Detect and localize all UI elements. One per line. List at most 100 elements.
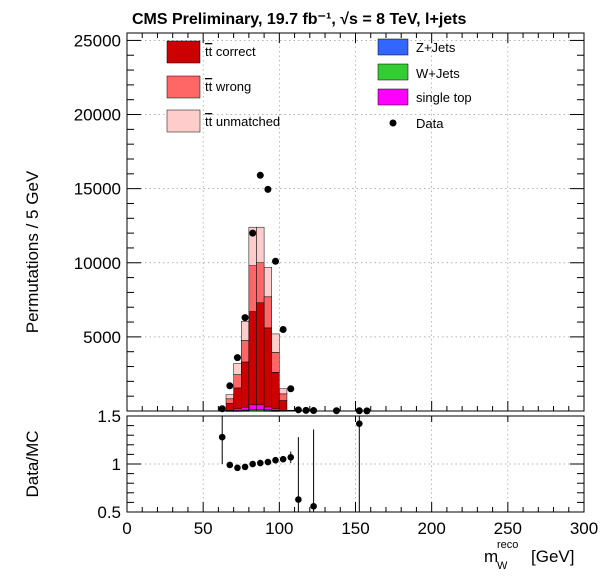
legend-marker-data <box>389 119 397 127</box>
histogram-bar <box>263 296 272 329</box>
histogram-bar <box>233 408 242 411</box>
x-tick-label: 100 <box>265 519 293 538</box>
histogram-bar <box>233 387 242 412</box>
ratio-point <box>264 458 272 466</box>
histogram-bar <box>248 311 257 412</box>
data-point <box>233 354 241 362</box>
histogram-bar <box>241 361 250 412</box>
histogram-bar <box>248 410 257 412</box>
histogram-bar <box>286 410 295 412</box>
legend-label-zjets: Z+Jets <box>416 40 456 55</box>
x-tick-label: 250 <box>494 519 522 538</box>
x-tick-label: 150 <box>341 519 369 538</box>
histogram-bar <box>225 403 234 412</box>
histogram-bar <box>241 410 250 412</box>
legend-swatch-tt-wrong <box>166 75 201 99</box>
ratio-y-axis-label: Data/MC <box>23 430 42 497</box>
histogram-bar <box>279 393 288 401</box>
ratio-point <box>234 464 241 472</box>
data-point <box>294 406 302 414</box>
histogram-bar <box>248 265 257 312</box>
histogram-bar <box>271 352 280 373</box>
y-tick-label: 20000 <box>74 106 121 125</box>
legend-swatch-single-top <box>377 88 409 106</box>
legend-label-data: Data <box>416 116 444 131</box>
chart-title: CMS Preliminary, 19.7 fb⁻¹, √s = 8 TeV, … <box>132 11 467 28</box>
histogram-bar <box>225 394 234 400</box>
ratio-point <box>218 433 226 441</box>
data-point <box>355 407 363 415</box>
histogram-bar <box>248 404 257 410</box>
histogram-bar <box>279 400 288 412</box>
svg-text:m: m <box>484 547 498 566</box>
x-axis-label: m reco W [GeV] <box>484 539 574 572</box>
ratio-tick-label: 1.5 <box>97 407 121 426</box>
ratio-point <box>295 496 302 503</box>
data-point <box>310 407 318 415</box>
data-point <box>256 171 264 179</box>
stacked-histogram <box>225 226 295 412</box>
x-tick-label: 200 <box>417 519 445 538</box>
ratio-point <box>356 420 363 427</box>
legend-label-tt-unmatched: tt unmatched <box>205 114 280 129</box>
histogram-bar <box>271 333 280 353</box>
histogram-bar <box>256 302 265 412</box>
ratio-point <box>272 456 279 464</box>
svg-text:reco: reco <box>497 539 518 551</box>
histogram-bar <box>263 410 272 412</box>
legend-swatch-tt-unmatched <box>166 109 201 133</box>
histogram-bar <box>263 327 272 412</box>
histogram-bar <box>256 404 265 410</box>
data-point <box>264 185 272 193</box>
y-axis-label: Permutations / 5 GeV <box>23 170 42 333</box>
ratio-point <box>279 455 287 463</box>
data-point <box>241 314 249 322</box>
svg-text:[GeV]: [GeV] <box>531 547 574 566</box>
data-point <box>363 407 371 415</box>
legend-label-wjets: W+Jets <box>416 66 460 81</box>
histogram-bar <box>256 226 265 264</box>
ratio-point <box>287 453 295 461</box>
data-points <box>218 171 371 415</box>
legend-label-tt-correct: tt correct <box>205 44 256 59</box>
y-tick-label: 25000 <box>74 31 121 50</box>
x-tick-label: 0 <box>122 519 131 538</box>
histogram-bar <box>263 406 272 411</box>
ratio-point <box>249 460 256 468</box>
histogram-bar <box>256 262 265 304</box>
y-tick-label: 10000 <box>74 254 121 273</box>
ratio-points <box>218 416 363 512</box>
histogram-bar <box>271 410 280 412</box>
ratio-point <box>310 502 317 510</box>
legend-swatch-tt-correct <box>166 40 201 64</box>
data-point <box>279 325 287 333</box>
histogram-bar <box>256 410 265 412</box>
ratio-point <box>226 461 234 469</box>
histogram-bar <box>279 410 288 412</box>
data-point <box>249 229 257 237</box>
histogram-bar <box>271 372 280 412</box>
data-point <box>226 382 234 390</box>
ratio-tick-label: 1 <box>112 455 121 474</box>
legend-swatch-wjets <box>377 63 409 81</box>
histogram-bar <box>263 266 272 298</box>
legend-swatch-zjets <box>377 38 409 56</box>
data-point <box>287 385 295 393</box>
histogram-bar <box>241 406 250 411</box>
data-point <box>272 257 280 265</box>
legend: tt correct tt wrong tt unmatched Z+Jets … <box>166 38 472 133</box>
ratio-point <box>241 463 249 471</box>
y-tick-label: 5000 <box>83 328 121 347</box>
ratio-tick-label: 0.5 <box>97 503 121 522</box>
histogram-bar <box>233 410 242 412</box>
x-tick-label: 300 <box>570 519 598 538</box>
histogram-bar <box>225 398 234 404</box>
histogram-bar <box>233 374 242 389</box>
ratio-point <box>256 459 264 467</box>
histogram-bar <box>233 363 242 375</box>
histogram-bar <box>225 410 234 412</box>
histogram-bar <box>241 321 250 341</box>
histogram-bar <box>241 340 250 363</box>
axis-ticks: 0 50 100 150 200 250 300 5000 10000 15000 20000 250… <box>74 31 598 538</box>
